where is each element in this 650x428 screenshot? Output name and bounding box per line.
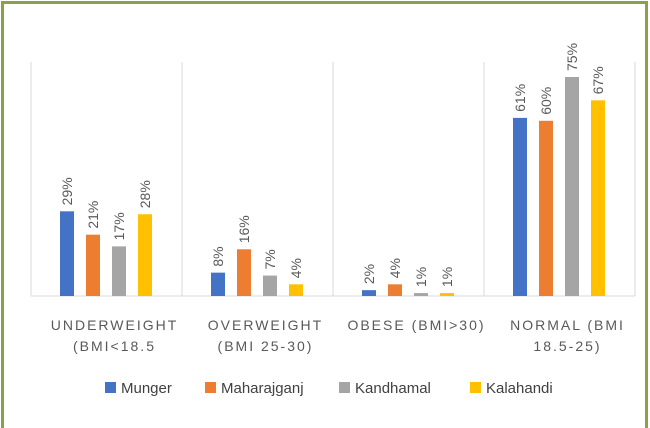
- data-label: 28%: [137, 180, 153, 208]
- bar: [112, 246, 126, 296]
- bar: [362, 290, 376, 296]
- data-label: 16%: [236, 215, 252, 243]
- data-label: 2%: [361, 264, 377, 284]
- data-label: 75%: [564, 43, 580, 71]
- bar: [388, 284, 402, 296]
- bar: [591, 100, 605, 296]
- legend-swatch: [470, 382, 481, 393]
- data-label: 4%: [288, 258, 304, 278]
- category-label: NORMAL (BMI 18.5-25): [510, 317, 625, 354]
- legend-swatch: [339, 382, 350, 393]
- bar: [440, 293, 454, 296]
- data-label: 7%: [262, 249, 278, 269]
- category-label: UNDERWEIGHT (BMI<18.5: [51, 317, 179, 354]
- data-label: 29%: [59, 177, 75, 205]
- data-label: 8%: [210, 246, 226, 266]
- legend-label: Kalahandi: [486, 380, 553, 397]
- bar: [237, 249, 251, 296]
- category-label: OVERWEIGHT (BMI 25-30): [208, 317, 323, 354]
- bar: [263, 275, 277, 296]
- category-label: OBESE (BMI>30): [347, 317, 485, 333]
- data-label: 67%: [590, 66, 606, 94]
- bar: [289, 284, 303, 296]
- data-label: 1%: [439, 267, 455, 287]
- data-label: 21%: [85, 201, 101, 229]
- data-label: 17%: [111, 212, 127, 240]
- bar: [211, 272, 225, 296]
- data-label: 4%: [387, 258, 403, 278]
- legend-label: Maharajganj: [221, 380, 304, 397]
- data-label: 60%: [538, 87, 554, 115]
- bar: [86, 234, 100, 296]
- legend-label: Kandhamal: [355, 380, 431, 397]
- legend-swatch: [105, 382, 116, 393]
- bar: [60, 211, 74, 296]
- bar: [513, 117, 527, 296]
- legend-label: Munger: [121, 380, 172, 397]
- data-label: 1%: [413, 267, 429, 287]
- bar: [565, 77, 579, 296]
- bar: [138, 214, 152, 296]
- legend-swatch: [205, 382, 216, 393]
- data-label: 61%: [512, 84, 528, 112]
- bar: [539, 120, 553, 296]
- bar: [414, 293, 428, 296]
